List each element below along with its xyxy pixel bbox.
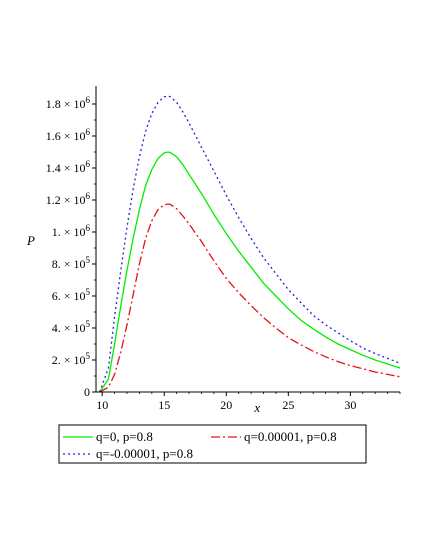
x-tick-label: 10 [96, 398, 108, 412]
x-tick-label: 25 [282, 398, 294, 412]
legend-label-0: q=0, p=0.8 [96, 429, 153, 444]
y-tick-label: 0 [84, 385, 90, 399]
legend-label-2: q=-0.00001, p=0.8 [96, 446, 193, 461]
y-tick-label: 1.6 × 106 [46, 127, 91, 143]
legend-box [58, 424, 367, 464]
series-line-1 [99, 203, 401, 393]
series-line-0 [99, 151, 401, 393]
y-axis-label: P [26, 233, 35, 248]
series-line-2 [99, 95, 401, 393]
y-tick-label: 1. × 106 [52, 223, 91, 239]
x-tick-label: 15 [158, 398, 170, 412]
y-tick-label: 1.4 × 106 [46, 159, 91, 175]
x-tick-label: 30 [344, 398, 356, 412]
y-tick-label: 1.8 × 106 [46, 95, 91, 111]
x-axis-label: x [253, 400, 260, 415]
x-tick-label: 20 [220, 398, 232, 412]
y-tick-label: 8. × 105 [52, 255, 91, 271]
y-tick-label: 2. × 105 [52, 351, 91, 367]
y-tick-label: 1.2 × 106 [46, 191, 91, 207]
legend: q=0, p=0.8 q=0.00001, p=0.8 q=-0.00001, p=… [58, 424, 367, 464]
legend-label-1: q=0.00001, p=0.8 [244, 429, 337, 444]
y-tick-label: 6. × 105 [52, 287, 91, 303]
plot-area [99, 95, 401, 393]
axes: 10 15 20 25 30 0 2. × 105 4. × 105 6. × 105 8. × … [26, 86, 401, 415]
y-tick-label: 4. × 105 [52, 319, 91, 335]
